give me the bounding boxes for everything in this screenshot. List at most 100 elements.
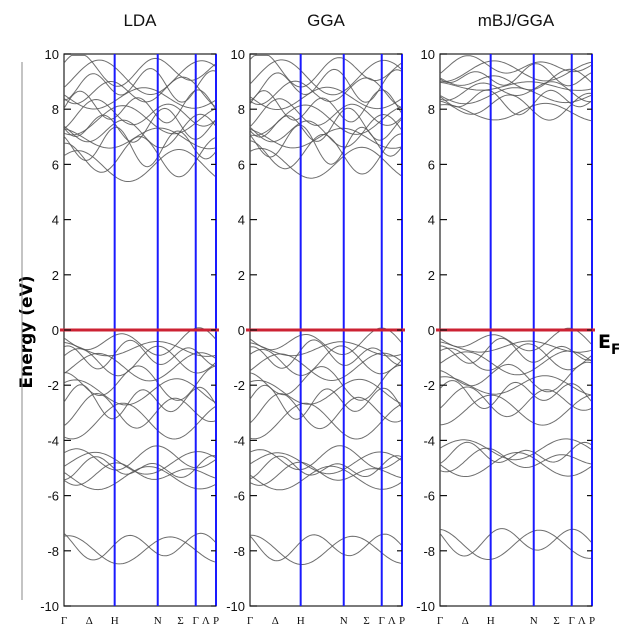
band-line — [63, 392, 217, 429]
band-line — [439, 68, 593, 91]
k-point-label: Λ — [578, 615, 586, 627]
band-line — [439, 337, 593, 364]
band-line — [439, 87, 593, 105]
y-tick-label: -6 — [47, 489, 59, 504]
y-tick-label: 8 — [428, 102, 435, 117]
k-point-label: Σ — [177, 615, 183, 627]
y-tick-label: 2 — [428, 268, 435, 283]
band-line — [249, 104, 403, 136]
band-line — [439, 81, 593, 103]
band-line — [63, 54, 217, 87]
k-point-label: Δ — [462, 615, 469, 627]
k-point-label: Γ — [379, 615, 385, 627]
band-line — [249, 384, 403, 420]
band-line — [439, 528, 593, 557]
band-line — [63, 402, 217, 440]
band-line — [63, 345, 217, 377]
band-line — [249, 364, 403, 401]
band-line — [249, 402, 403, 440]
k-point-label: H — [487, 615, 495, 627]
y-tick-label: 10 — [231, 47, 245, 62]
band-line — [439, 63, 593, 87]
band-line — [249, 146, 403, 179]
band-line — [63, 87, 217, 110]
y-tick-label: -6 — [423, 489, 435, 504]
k-point-label: Γ — [61, 615, 67, 627]
band-line — [63, 365, 217, 401]
band-line — [249, 533, 403, 562]
band-line — [64, 136, 217, 178]
band-line — [249, 345, 403, 376]
k-point-label: P — [589, 615, 595, 627]
bands — [439, 55, 593, 560]
band-line — [249, 59, 403, 96]
y-tick-label: -8 — [233, 544, 245, 559]
k-point-label: N — [154, 615, 162, 627]
k-point-label: Σ — [553, 615, 559, 627]
band-line — [63, 89, 217, 124]
band-line — [249, 339, 403, 369]
band-line — [63, 462, 217, 486]
band-line — [63, 535, 217, 565]
band-line — [63, 341, 217, 357]
band-line — [439, 350, 593, 376]
k-point-label: H — [297, 615, 305, 627]
band-line — [249, 77, 403, 109]
k-point-label: P — [213, 615, 219, 627]
y-tick-label: -2 — [423, 378, 435, 393]
y-tick-label: -4 — [423, 433, 435, 448]
band-line — [249, 455, 403, 480]
y-tick-label: -8 — [47, 544, 59, 559]
y-tick-label: 4 — [238, 213, 245, 228]
k-point-label: Γ — [247, 615, 253, 627]
band-line — [249, 465, 403, 491]
k-point-label: Γ — [437, 615, 443, 627]
band-line — [439, 380, 593, 410]
y-tick-label: -2 — [47, 378, 59, 393]
band-line — [439, 55, 593, 74]
band-line — [249, 378, 403, 405]
band-line — [439, 528, 593, 560]
band-line — [63, 339, 217, 370]
band-line — [249, 451, 403, 475]
y-tick-label: 10 — [45, 47, 59, 62]
band-line — [63, 455, 217, 481]
y-tick-label: 2 — [238, 268, 245, 283]
y-tick-label: -10 — [40, 599, 59, 614]
k-point-label: Γ — [569, 615, 575, 627]
band-line — [439, 452, 593, 477]
bands — [63, 54, 217, 565]
band-line — [439, 438, 593, 461]
band-line — [439, 92, 593, 121]
band-line — [249, 113, 403, 148]
band-line — [63, 59, 217, 95]
band-line — [249, 461, 403, 486]
band-line — [439, 60, 593, 83]
y-tick-label: 4 — [428, 213, 435, 228]
band-line — [249, 124, 403, 165]
band-line — [439, 386, 593, 418]
band-line — [63, 105, 217, 136]
k-point-label: N — [530, 615, 538, 627]
band-line — [439, 81, 593, 91]
k-point-label: Σ — [363, 615, 369, 627]
band-line — [63, 107, 217, 143]
band-line — [63, 445, 217, 471]
band-line — [439, 441, 593, 465]
band-line — [249, 393, 403, 430]
band-line — [439, 361, 593, 393]
band-line — [249, 341, 403, 357]
k-point-label: H — [111, 615, 119, 627]
k-point-label: N — [340, 615, 348, 627]
y-tick-label: 8 — [52, 102, 59, 117]
y-tick-label: 6 — [238, 157, 245, 172]
y-tick-label: 8 — [238, 102, 245, 117]
band-line — [63, 466, 217, 491]
k-point-label: Δ — [86, 615, 93, 627]
y-tick-label: 2 — [52, 268, 59, 283]
band-line — [249, 352, 403, 382]
band-line — [63, 126, 217, 168]
